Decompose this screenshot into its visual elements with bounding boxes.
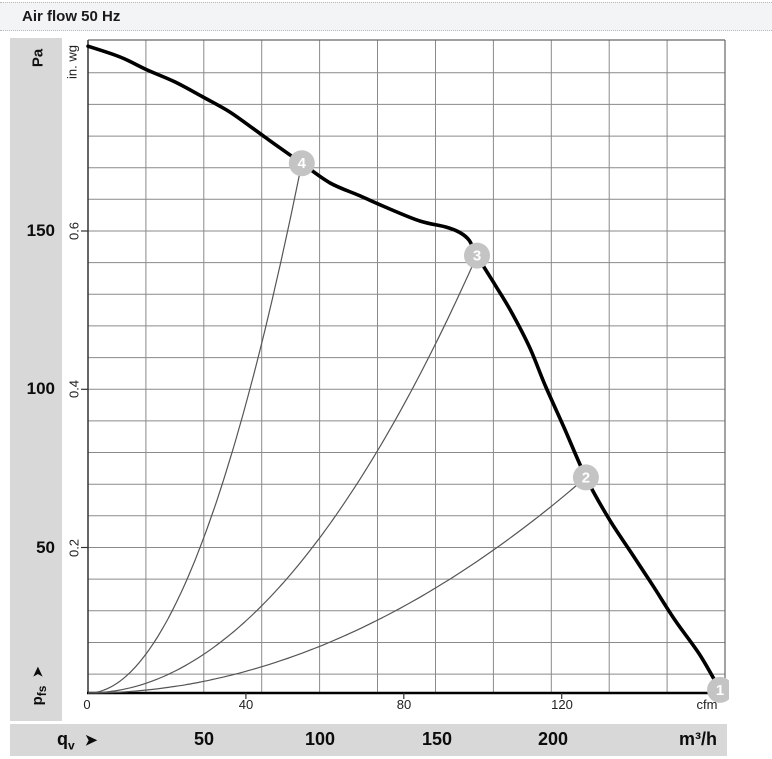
operating-point-1-label: 1 [716,682,724,699]
inwg-tick-0-4: 0.4 [66,379,82,399]
flow-direction-arrow-icon: ➤ [84,732,98,749]
pressure-unit-pa-label: Pa [29,48,47,68]
flow-axis-symbol: qv ➤ [57,724,97,756]
operating-point-2 [572,464,599,491]
system-resistance-curves [87,163,587,694]
m3h-unit-label: m³/h [679,729,717,749]
pfs-symbol: p [29,696,46,706]
operating-point-2-label: 2 [582,469,590,486]
pressure-unit-inwg-label: in. wg [64,45,80,79]
fan-performance-curve [86,44,722,692]
operating-point-1 [707,676,729,703]
inwg-tick-0-6: 0.6 [66,221,82,241]
pressure-direction-arrow-icon: ➤ [30,666,45,678]
grid-lines [88,40,725,693]
m3h-tick-150: 150 [421,729,453,749]
operating-point-4-label: 4 [298,155,307,172]
cfm-unit-label: cfm [696,697,718,712]
m3h-tick-50: 50 [193,729,215,749]
cfm-tick-80: 80 [396,697,412,712]
qv-subscript: v [68,738,75,753]
operating-point-4 [288,150,315,177]
cfm-tick-0: 0 [83,697,91,712]
operating-point-3-label: 3 [473,248,481,265]
inwg-tick-0-2: 0.2 [66,538,82,558]
chart-title-bar: Air flow 50 Hz [0,2,772,31]
pa-tick-100: 100 [26,379,55,398]
pa-tick-50: 50 [36,538,55,557]
pfs-subscript: fs [35,685,49,697]
plot-borders [87,39,726,695]
x-axis-gray-band [10,724,727,756]
operating-point-markers: 1 2 3 4 [288,150,729,703]
cfm-tick-120: 120 [551,697,573,712]
operating-point-3 [464,242,490,269]
chart-title: Air flow 50 Hz [22,8,121,25]
pa-tick-150: 150 [26,221,55,240]
qv-symbol: q [57,729,68,749]
pressure-axis-symbol: pfs ➤ [29,667,49,706]
cfm-tick-40: 40 [238,697,254,712]
m3h-tick-200: 200 [537,729,569,749]
axis-ticks [81,230,563,699]
m3h-tick-100: 100 [304,729,336,749]
y-axis-gray-band [10,38,62,721]
